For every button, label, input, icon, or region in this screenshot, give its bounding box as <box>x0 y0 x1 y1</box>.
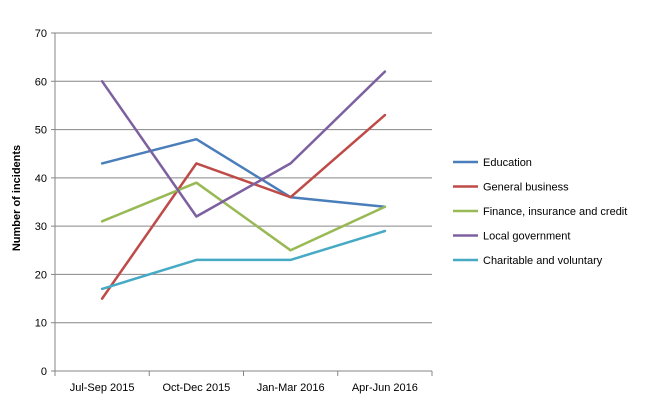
y-tick-label: 70 <box>35 28 47 40</box>
series-line-charitable-and-voluntary <box>100 229 387 291</box>
x-tick-label: Jul-Sep 2015 <box>70 382 135 394</box>
y-tick-label: 30 <box>35 221 47 233</box>
y-tick-label: 50 <box>35 125 47 137</box>
series-line-finance-insurance-and-credit <box>100 181 387 252</box>
legend-entry-local-government: Local government <box>483 231 570 243</box>
legend-entry-general-business: General business <box>483 182 569 194</box>
legend-entry-education: Education <box>483 157 532 169</box>
legend-entry-charitable-and-voluntary: Charitable and voluntary <box>483 255 603 267</box>
series-line-general-business <box>100 113 387 300</box>
x-tick-label: Apr-Jun 2016 <box>352 382 418 394</box>
y-tick-label: 40 <box>35 173 47 185</box>
x-tick-label: Jan-Mar 2016 <box>257 382 325 394</box>
y-tick-label: 20 <box>35 269 47 281</box>
series-line-education <box>100 137 387 209</box>
y-tick-label: 0 <box>41 366 47 378</box>
series-line-local-government <box>100 70 387 218</box>
y-axis-label: Number of incidents <box>11 145 23 251</box>
x-tick-label: Oct-Dec 2015 <box>162 382 230 394</box>
legend-entry-finance-insurance-and-credit: Finance, insurance and credit <box>483 206 627 218</box>
y-tick-label: 10 <box>35 318 47 330</box>
y-tick-label: 60 <box>35 76 47 88</box>
